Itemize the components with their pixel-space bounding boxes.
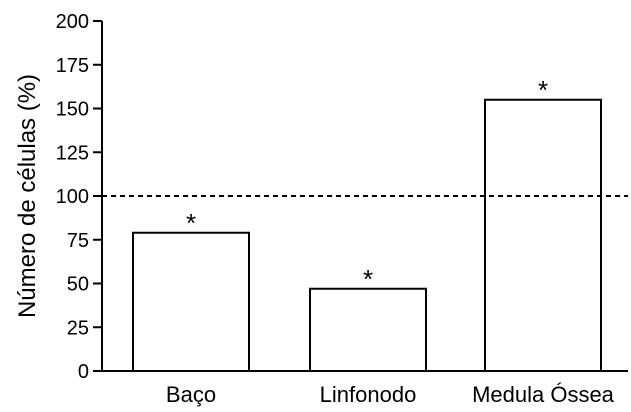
y-tick-label: 200 [56,11,89,33]
bars [132,98,602,372]
x-category-label: Baço [166,382,216,407]
bar [132,231,250,372]
y-tick-label: 25 [67,317,89,339]
bar [484,98,602,372]
significance-labels: * * * [186,75,548,294]
significance-marker: * [538,75,548,105]
y-axis-ticks: 0 25 50 75 100 125 150 175 200 [56,11,102,383]
y-tick-label: 50 [67,274,89,296]
y-tick-label: 175 [56,55,89,77]
y-tick-label: 125 [56,142,89,164]
bar [309,287,427,372]
significance-marker: * [186,208,196,238]
y-tick-label: 0 [78,361,89,383]
x-axis-labels: Baço Linfonodo Medula Óssea [166,382,615,407]
significance-marker: * [363,264,373,294]
y-tick-label: 100 [56,186,89,208]
x-category-label: Medula Óssea [472,382,615,407]
y-axis-title: Número de células (%) [14,74,41,318]
y-tick-label: 150 [56,99,89,121]
x-category-label: Linfonodo [320,382,417,407]
y-tick-label: 75 [67,230,89,252]
